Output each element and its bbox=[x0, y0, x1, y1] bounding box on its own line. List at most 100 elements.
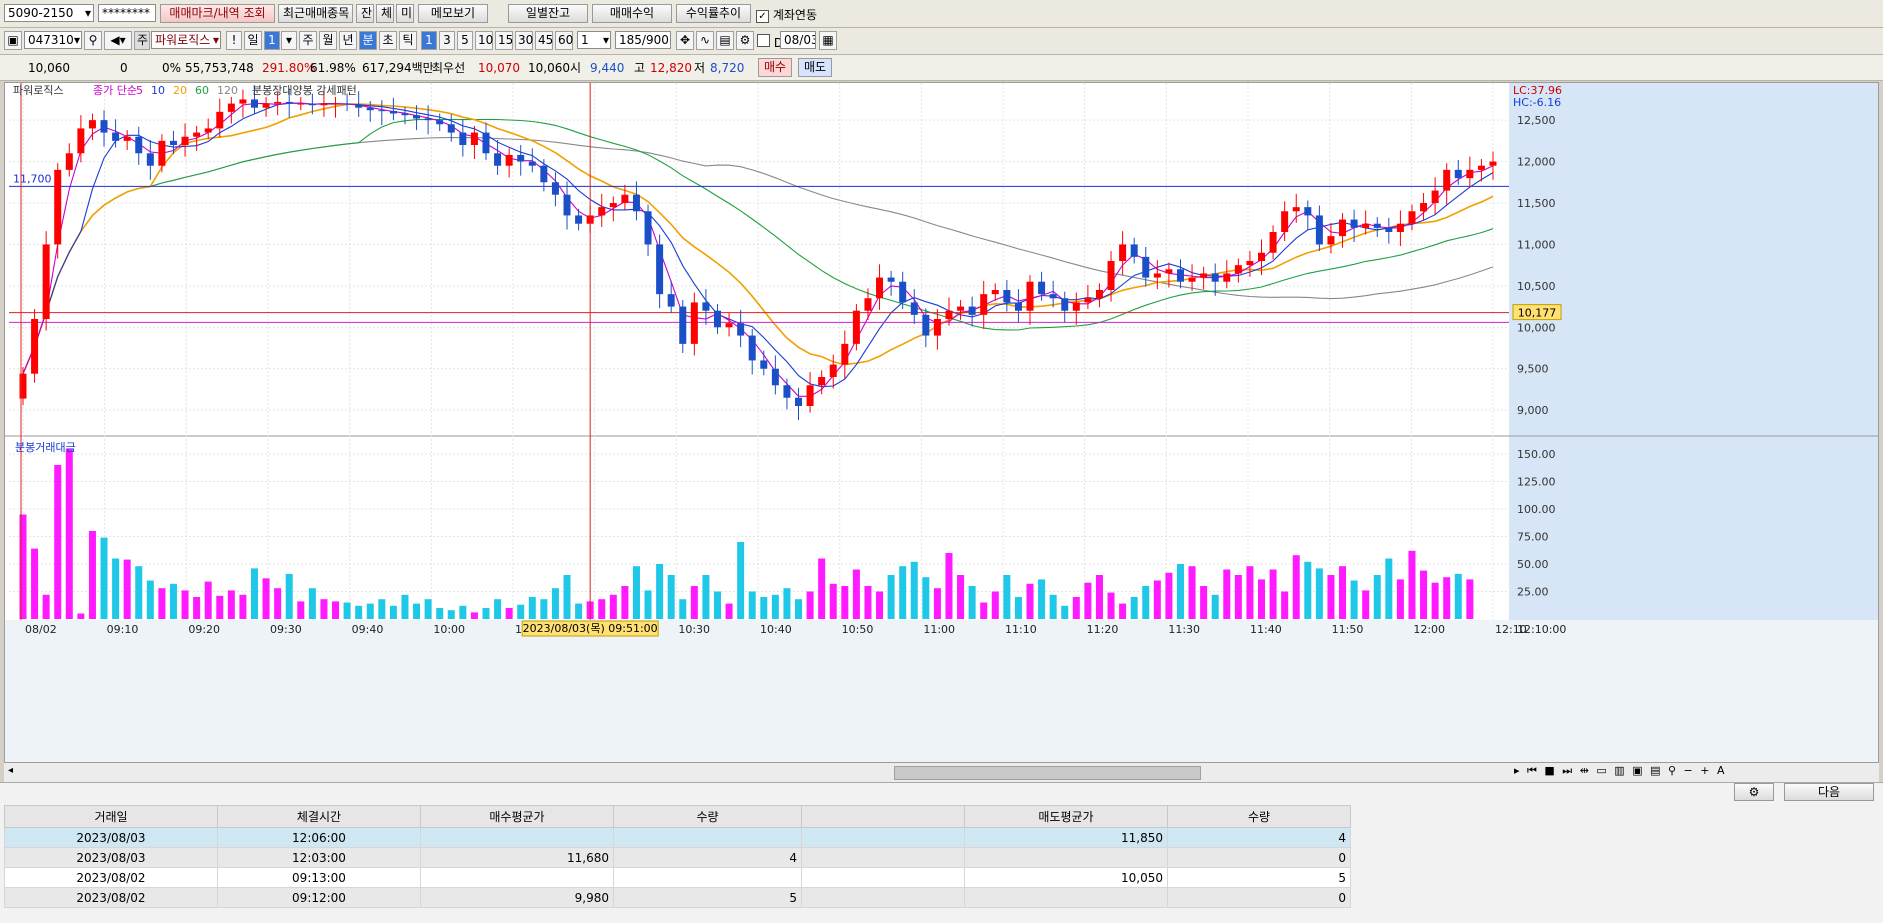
volume-pct: 291.80% bbox=[262, 61, 316, 75]
volume-bar bbox=[1396, 579, 1404, 619]
quote-bar: 10,060 0 0% 55,753,748 291.80% 61.98% 61… bbox=[0, 55, 1883, 81]
minute-45-button[interactable]: 45 bbox=[535, 31, 553, 50]
minute-1-button[interactable]: 1 bbox=[421, 31, 437, 50]
volume-bar bbox=[598, 599, 606, 619]
volume-bar bbox=[494, 599, 502, 619]
period-second-button[interactable]: 초 bbox=[379, 31, 397, 50]
search-icon[interactable]: ⚲ bbox=[84, 31, 102, 50]
candle-body bbox=[1385, 227, 1393, 232]
low-label: 저 bbox=[694, 61, 706, 75]
candle-body bbox=[158, 140, 166, 166]
scroll-thumb[interactable] bbox=[894, 766, 1201, 780]
volume-bar bbox=[609, 594, 617, 619]
table-cell: 4 bbox=[613, 847, 802, 868]
save-icon[interactable]: ▤ bbox=[716, 31, 734, 50]
candle-body bbox=[169, 140, 177, 145]
account-select[interactable]: 5090-2150 ▾ bbox=[4, 4, 94, 22]
period-week-button[interactable]: 주 bbox=[299, 31, 317, 50]
candle-body bbox=[876, 277, 884, 299]
table-cell: 11,850 bbox=[964, 827, 1168, 848]
stock-code-input[interactable]: 047310 ▾ bbox=[24, 31, 82, 49]
trade-mark-query-button[interactable]: 매매마크/내역 조회 bbox=[160, 4, 275, 23]
volume-bar bbox=[42, 594, 50, 619]
memo-view-button[interactable]: 메모보기 bbox=[418, 4, 488, 23]
minute-3-button[interactable]: 3 bbox=[439, 31, 455, 50]
minute-10-button[interactable]: 10 bbox=[475, 31, 493, 50]
account-link-checkbox[interactable]: ✓ 계좌연동 bbox=[756, 6, 817, 23]
sell-button[interactable]: 매도 bbox=[798, 58, 832, 77]
y-tick-label: 9,500 bbox=[1517, 363, 1549, 376]
volume-bar bbox=[1292, 555, 1300, 619]
candle-body bbox=[818, 377, 826, 386]
table-row[interactable]: 2023/08/02 09:13:00 10,050 5 bbox=[4, 867, 1351, 888]
next-button[interactable]: 다음 bbox=[1784, 783, 1874, 801]
trade-profit-button[interactable]: 매매수익 bbox=[592, 4, 672, 23]
candle-body bbox=[470, 132, 478, 145]
period-year-button[interactable]: 년 bbox=[339, 31, 357, 50]
volume-bar bbox=[366, 603, 374, 619]
calendar-icon[interactable]: ▦ bbox=[819, 31, 837, 50]
price-change: 0 bbox=[120, 61, 128, 75]
period-tick-button[interactable]: 틱 bbox=[399, 31, 417, 50]
candle-body bbox=[563, 194, 571, 216]
minute-30-button[interactable]: 30 bbox=[515, 31, 533, 50]
candle-body bbox=[308, 103, 316, 106]
volume-tick-label: 100.00 bbox=[1517, 503, 1556, 516]
stock-name[interactable]: 파워로직스 ▾ bbox=[151, 31, 221, 49]
candle-body bbox=[436, 120, 444, 125]
minute-15-button[interactable]: 15 bbox=[495, 31, 513, 50]
playback-controls[interactable]: ▸ ⏮ ■ ⏭ ⇹ ▭ ▥ ▣ ▤ ⚲ − + A bbox=[1514, 764, 1727, 777]
recent-trade-button[interactable]: 최근매매종목 bbox=[278, 4, 353, 23]
volume-bar bbox=[1362, 590, 1370, 619]
volume-bar bbox=[1269, 569, 1277, 619]
x-tick-label: 09:30 bbox=[270, 623, 302, 636]
return-trend-button[interactable]: 수익률추이 bbox=[676, 4, 751, 23]
volume-bar bbox=[957, 575, 965, 619]
x-tick-label: 11:50 bbox=[1332, 623, 1364, 636]
table-row[interactable]: 2023/08/03 12:06:00 11,850 4 bbox=[4, 827, 1351, 848]
period-month-button[interactable]: 월 bbox=[319, 31, 337, 50]
period-day-button[interactable]: 일 bbox=[244, 31, 262, 50]
count-field[interactable]: 185/900 bbox=[615, 31, 671, 49]
daily-balance-button[interactable]: 일별잔고 bbox=[508, 4, 588, 23]
settings-button[interactable]: ⚙ bbox=[1734, 783, 1774, 801]
table-row[interactable]: 2023/08/03 12:03:00 11,680 4 0 bbox=[4, 847, 1351, 868]
volume-bar bbox=[1258, 579, 1266, 619]
table-row[interactable]: 2023/08/02 09:12:00 9,980 5 0 bbox=[4, 887, 1351, 908]
candle-body bbox=[494, 153, 502, 166]
volume-bar bbox=[713, 591, 721, 619]
period-minute-button[interactable]: 분 bbox=[359, 31, 377, 50]
executed-button[interactable]: 체 bbox=[376, 4, 394, 23]
candle-body bbox=[1269, 232, 1277, 253]
crosshair-icon[interactable]: ✥ bbox=[676, 31, 694, 50]
scroll-left-icon[interactable]: ◂ bbox=[8, 765, 14, 776]
period-dropdown[interactable]: ▾ bbox=[281, 31, 297, 50]
candle-body bbox=[1373, 223, 1381, 228]
date-field[interactable]: 08/03 bbox=[780, 31, 816, 49]
trend-icon[interactable]: ∿ bbox=[696, 31, 714, 50]
chart-scrollbar[interactable]: ◂ ▸ ⏮ ■ ⏭ ⇹ ▭ ▥ ▣ ▤ ⚲ − + A bbox=[4, 763, 1879, 782]
minute-5-button[interactable]: 5 bbox=[457, 31, 473, 50]
speaker-icon[interactable]: ◀▾ bbox=[104, 31, 132, 50]
interval-select[interactable]: 1 ▾ bbox=[577, 31, 611, 49]
unfilled-button[interactable]: 미 bbox=[396, 4, 414, 23]
layout-icon[interactable]: ▣ bbox=[4, 31, 22, 50]
price-axis-panel bbox=[1509, 83, 1878, 620]
date-checkbox[interactable]: D bbox=[757, 34, 783, 50]
period-day-value[interactable]: 1 bbox=[264, 31, 280, 50]
password-field[interactable]: ******** bbox=[98, 4, 156, 22]
chart-panel[interactable]: 08/0209:1009:2009:3009:4010:0010:1010:20… bbox=[4, 82, 1879, 763]
alert-button[interactable]: ! bbox=[226, 31, 242, 50]
volume-bar bbox=[1443, 577, 1451, 619]
gear-icon[interactable]: ⚙ bbox=[736, 31, 754, 50]
candlestick-chart[interactable]: 08/0209:1009:2009:3009:4010:0010:1010:20… bbox=[5, 83, 1878, 762]
legend-entry: 60 bbox=[195, 84, 209, 97]
candle-body bbox=[1200, 273, 1208, 278]
x-tick-label: 09:10 bbox=[107, 623, 139, 636]
volume-tick-label: 125.00 bbox=[1517, 476, 1556, 489]
candle-body bbox=[1477, 165, 1485, 170]
balance-button[interactable]: 잔 bbox=[356, 4, 374, 23]
minute-60-button[interactable]: 60 bbox=[555, 31, 573, 50]
candle-body bbox=[1026, 281, 1034, 311]
buy-button[interactable]: 매수 bbox=[758, 58, 792, 77]
